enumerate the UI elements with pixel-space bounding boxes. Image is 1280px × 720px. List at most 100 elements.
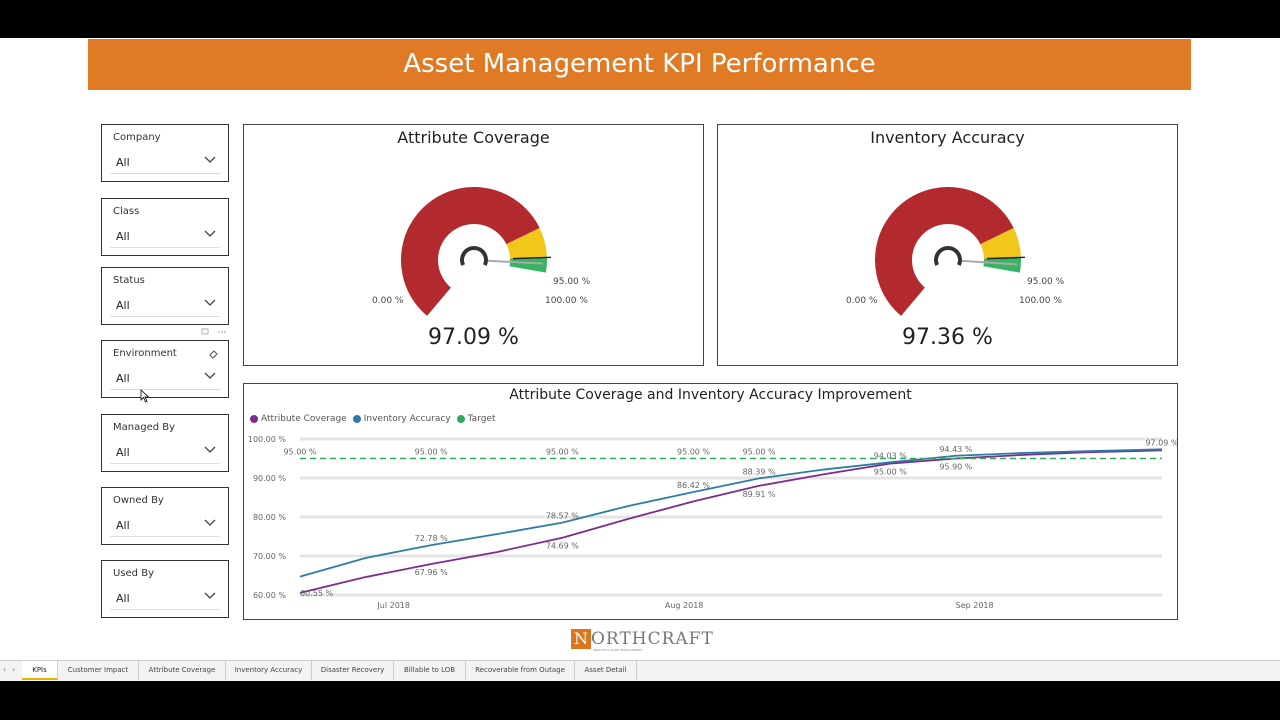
data-label: 95.00 % — [677, 448, 710, 457]
data-label: 95.00 % — [546, 448, 579, 457]
logo-tagline: ANALYTICS ASSET MANAGEMENT — [593, 648, 643, 652]
data-label: 95.90 % — [939, 463, 972, 472]
slicer-title: Company — [113, 132, 161, 143]
gauge-needle — [961, 259, 1017, 266]
legend-item-inventory-accuracy[interactable]: Inventory Accuracy — [352, 414, 451, 424]
chevron-down-icon — [204, 156, 216, 163]
data-label: 95.00 % — [743, 448, 776, 457]
data-label: 74.69 % — [546, 542, 579, 551]
owned-by-dropdown[interactable]: All — [110, 514, 220, 537]
chart-title: Attribute Coverage and Inventory Accurac… — [509, 387, 912, 403]
slicer-title: Used By — [113, 568, 154, 579]
gauge-band-red — [875, 187, 1014, 316]
clear-selection-icon[interactable] — [208, 349, 218, 359]
y-tick-label: 90.00 % — [253, 474, 286, 483]
tab-billable-to-lob[interactable]: Billable to LOB — [394, 661, 466, 680]
slicer-title: Environment — [113, 348, 177, 359]
x-tick-label: Jul 2018 — [376, 601, 410, 610]
gauge-title: Inventory Accuracy — [870, 128, 1025, 147]
dropdown-value: All — [116, 372, 130, 385]
slicer-title: Status — [113, 275, 145, 286]
data-label: 97.09 % — [1145, 438, 1177, 447]
managed-by-dropdown[interactable]: All — [110, 441, 220, 464]
gauge-max-label: 100.00 % — [1019, 296, 1062, 306]
gauge-min-label: 0.00 % — [372, 296, 404, 306]
gauge-title: Attribute Coverage — [397, 128, 550, 147]
legend-dot — [456, 415, 465, 423]
used-by-dropdown[interactable]: All — [110, 587, 220, 610]
tab-asset-detail[interactable]: Asset Detail — [575, 661, 637, 680]
dropdown-value: All — [116, 592, 130, 605]
legend-item-attribute-coverage[interactable]: Attribute Coverage — [250, 414, 347, 424]
tab-disaster-recovery[interactable]: Disaster Recovery — [312, 661, 394, 680]
data-label: 86.42 % — [677, 481, 710, 490]
inventory-accuracy-gauge-card[interactable]: Inventory Accuracy 0.00 % 95.00 % 100.00… — [717, 124, 1178, 366]
chevron-down-icon — [204, 446, 216, 453]
gauge-hub — [934, 246, 962, 266]
y-tick-label: 100.00 % — [248, 435, 287, 444]
gauge-band-green — [983, 257, 1021, 273]
data-label: 94.03 % — [874, 451, 907, 460]
tab-kpis[interactable]: KPIs — [22, 661, 58, 680]
slicer-status: Status All — [101, 267, 229, 325]
gauge-target-label: 95.00 % — [1027, 277, 1065, 287]
slicer-used-by: Used By All — [101, 560, 229, 618]
gauge-value: 97.36 % — [902, 325, 993, 350]
data-label: 67.96 % — [415, 568, 448, 577]
gauge-band-green — [509, 257, 547, 273]
slicer-company: Company All — [101, 124, 229, 182]
slicer-environment: Environment All — [101, 340, 229, 398]
chevron-down-icon — [204, 592, 216, 599]
slicer-title: Owned By — [113, 495, 164, 506]
attribute-coverage-line — [299, 449, 1163, 594]
visual-header-icons[interactable] — [201, 328, 231, 336]
gauge-min-label: 0.00 % — [846, 296, 878, 306]
logo-initial: N — [571, 629, 591, 649]
dropdown-value: All — [116, 230, 130, 243]
gauge-value: 97.09 % — [428, 325, 519, 350]
dropdown-value: All — [116, 156, 130, 169]
slicer-title: Managed By — [113, 422, 176, 433]
slicer-managed-by: Managed By All — [101, 414, 229, 472]
chart-legend: Attribute Coverage Inventory Accuracy Ta… — [250, 414, 496, 424]
dropdown-value: All — [116, 446, 130, 459]
page-tabs-bar: ‹ › KPIs Customer Impact Attribute Cover… — [0, 660, 1280, 681]
y-tick-label: 70.00 % — [253, 552, 286, 561]
status-dropdown[interactable]: All — [110, 294, 220, 317]
dropdown-value: All — [116, 299, 130, 312]
tab-customer-impact[interactable]: Customer Impact — [58, 661, 139, 680]
data-label: 72.78 % — [415, 534, 448, 543]
class-dropdown[interactable]: All — [110, 225, 220, 248]
tab-inventory-accuracy[interactable]: Inventory Accuracy — [226, 661, 312, 680]
legend-label: Inventory Accuracy — [363, 414, 451, 424]
gauge-band-yellow — [980, 227, 1021, 259]
company-dropdown[interactable]: All — [110, 151, 220, 174]
y-tick-label: 80.00 % — [253, 513, 286, 522]
tab-scroll-right[interactable]: › — [12, 665, 16, 674]
tab-scroll-left[interactable]: ‹ — [3, 665, 7, 674]
chevron-down-icon — [204, 519, 216, 526]
mouse-cursor-icon — [140, 389, 150, 403]
gauge-needle — [487, 259, 543, 265]
tab-recoverable-from-outage[interactable]: Recoverable from Outage — [466, 661, 575, 680]
tab-attribute-coverage[interactable]: Attribute Coverage — [139, 661, 226, 680]
slicer-owned-by: Owned By All — [101, 487, 229, 545]
environment-dropdown[interactable]: All — [110, 367, 220, 390]
inventory-accuracy-gauge: 0.00 % 95.00 % 100.00 % — [846, 187, 1065, 316]
inventory-accuracy-line — [299, 448, 1163, 578]
report-title: Asset Management KPI Performance — [403, 49, 876, 79]
gauge-max-label: 100.00 % — [545, 296, 588, 306]
data-label: 78.57 % — [546, 512, 579, 521]
legend-item-target[interactable]: Target — [456, 414, 496, 424]
slicer-class: Class All — [101, 198, 229, 256]
legend-dot — [250, 415, 258, 423]
gauge-target-line — [512, 256, 551, 260]
x-tick-label: Sep 2018 — [956, 601, 994, 610]
y-tick-label: 60.00 % — [253, 591, 286, 600]
gauge-target-label: 95.00 % — [553, 277, 591, 287]
legend-label: Attribute Coverage — [261, 414, 347, 424]
data-label: 88.39 % — [743, 467, 776, 476]
dropdown-value: All — [116, 519, 130, 532]
attribute-coverage-gauge-card[interactable]: Attribute Coverage 0.00 % 95.00 % 100.00… — [243, 124, 704, 366]
improvement-line-chart-card[interactable]: Attribute Coverage and Inventory Accurac… — [243, 383, 1178, 620]
